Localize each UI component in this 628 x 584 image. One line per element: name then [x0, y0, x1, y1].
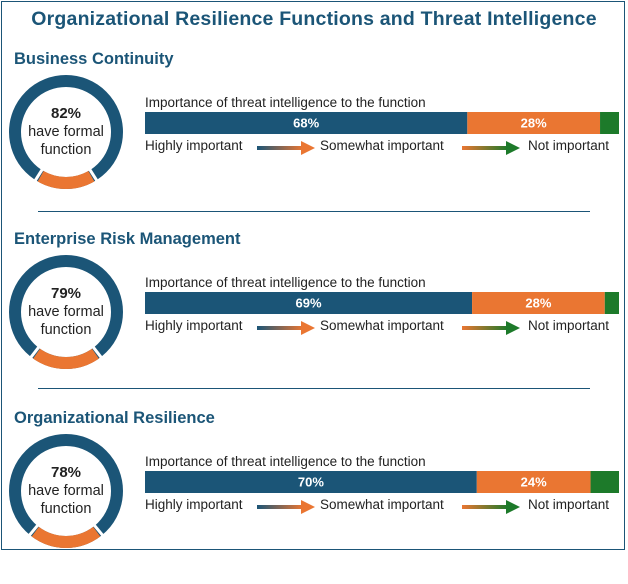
stacked-bar: 68% 28%	[145, 112, 619, 134]
donut-line1: have formal	[28, 304, 104, 320]
bar-data-label: 69%	[296, 296, 322, 311]
stacked-bar: 70% 24%	[145, 471, 619, 493]
donut-percent: 82%	[50, 105, 82, 122]
donut-line1: have formal	[28, 483, 104, 499]
legend-not: Not important	[528, 497, 610, 512]
donut-label: 78% have formal function	[8, 433, 124, 549]
bar-data-label: 28%	[521, 116, 547, 131]
donut-remainder-arc	[33, 348, 99, 369]
donut-remainder-arc	[31, 526, 101, 548]
legend-somewhat: Somewhat important	[320, 138, 444, 153]
legend: Highly important Somewhat important Not …	[145, 138, 620, 158]
bar-caption: Importance of threat intelligence to the…	[145, 454, 426, 469]
donut-line2: function	[40, 501, 92, 517]
gradient-arrow-icon	[257, 141, 315, 155]
donut-line2: function	[40, 142, 92, 158]
donut-percent: 78%	[50, 464, 82, 481]
donut-label: 79% have formal function	[8, 254, 124, 370]
section-divider	[38, 211, 590, 212]
chart-frame	[1, 1, 625, 550]
bar-segment-not	[604, 292, 619, 314]
bar-segment-somewhat	[467, 112, 601, 134]
legend-somewhat: Somewhat important	[320, 497, 444, 512]
donut-line1: have formal	[28, 124, 104, 140]
bar-segment-not	[590, 471, 619, 493]
donut-gap	[26, 341, 44, 363]
gradient-arrow-icon	[462, 500, 520, 514]
bar-segment-highly	[145, 471, 477, 493]
legend-not: Not important	[528, 138, 610, 153]
donut-gap	[88, 341, 106, 363]
bar-data-label: 28%	[525, 296, 551, 311]
donut-chart	[9, 75, 123, 189]
gradient-arrow-icon	[462, 321, 520, 335]
legend-highly: Highly important	[145, 318, 243, 333]
gradient-arrow-icon	[257, 500, 315, 514]
donut-chart	[9, 255, 123, 369]
bar-data-label: 24%	[521, 475, 547, 490]
section-title: Organizational Resilience	[14, 409, 215, 427]
donut-label: 82% have formal function	[8, 74, 124, 190]
bar-data-label: 68%	[293, 116, 319, 131]
legend: Highly important Somewhat important Not …	[145, 497, 620, 517]
bar-segment-highly	[145, 292, 473, 314]
section-title: Enterprise Risk Management	[14, 230, 241, 248]
bar-segment-somewhat	[472, 292, 605, 314]
bar-segment-not	[600, 112, 619, 134]
donut-percent: 79%	[50, 285, 82, 302]
section-enterprise-risk: Enterprise Risk Management 79% have form…	[0, 230, 628, 405]
bar-segment-somewhat	[476, 471, 591, 493]
stacked-bar: 69% 28%	[145, 292, 619, 314]
donut-chart	[9, 434, 123, 548]
bar-data-label: 70%	[298, 475, 324, 490]
donut-gap	[30, 164, 47, 186]
section-title: Business Continuity	[14, 50, 174, 68]
main-title: Organizational Resilience Functions and …	[31, 8, 597, 30]
section-organizational-resilience: Organizational Resilience 78% have forma…	[0, 409, 628, 584]
donut-remainder-arc	[37, 170, 95, 189]
legend-not: Not important	[528, 318, 610, 333]
section-divider	[38, 388, 590, 389]
legend-highly: Highly important	[145, 138, 243, 153]
donut-gap	[89, 520, 108, 541]
bar-caption: Importance of threat intelligence to the…	[145, 95, 426, 110]
gradient-arrow-icon	[257, 321, 315, 335]
legend-highly: Highly important	[145, 497, 243, 512]
bar-segment-highly	[145, 112, 468, 134]
donut-gap	[24, 520, 43, 541]
legend: Highly important Somewhat important Not …	[145, 318, 620, 338]
donut-gap	[85, 164, 102, 186]
section-business-continuity: Business Continuity 82% have formal func…	[0, 50, 628, 225]
gradient-arrow-icon	[462, 141, 520, 155]
bar-caption: Importance of threat intelligence to the…	[145, 275, 426, 290]
donut-line2: function	[40, 322, 92, 338]
legend-somewhat: Somewhat important	[320, 318, 444, 333]
